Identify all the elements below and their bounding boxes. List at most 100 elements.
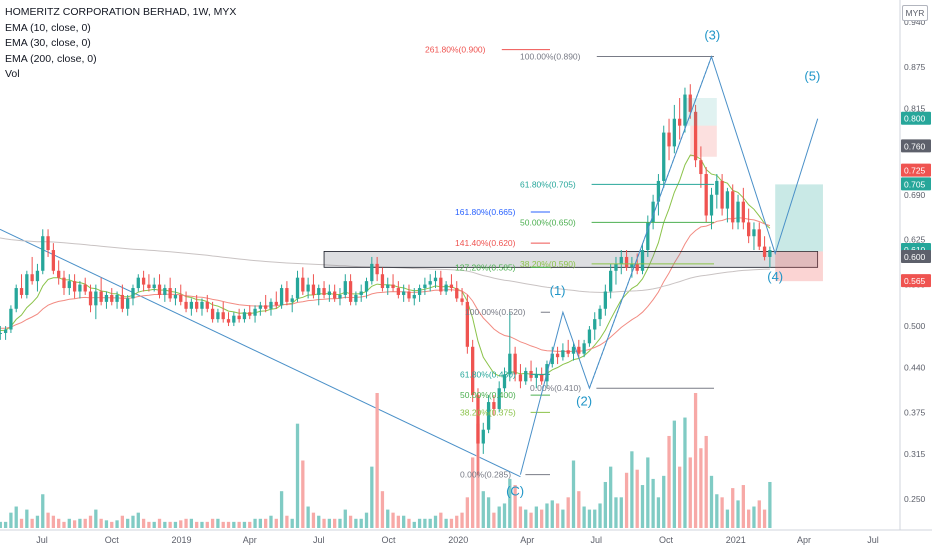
candle-body xyxy=(147,284,151,289)
volume-bar xyxy=(518,506,523,528)
candle-body xyxy=(651,201,655,223)
ema200-legend: EMA (200, close, 0) xyxy=(5,52,97,65)
y-tick-label: 0.250 xyxy=(904,494,926,504)
candle-body xyxy=(672,118,676,147)
volume-bar xyxy=(672,420,676,528)
wave-label: (C) xyxy=(506,483,524,498)
volume-bar xyxy=(486,497,491,528)
candle-body xyxy=(497,388,501,409)
candle-body xyxy=(30,274,34,282)
candle-body xyxy=(449,284,454,289)
volume-bar xyxy=(678,466,682,528)
target-zone xyxy=(775,184,823,252)
volume-bar xyxy=(386,509,390,528)
candle-body xyxy=(656,180,661,202)
volume-bar xyxy=(3,521,8,528)
volume-bar xyxy=(736,500,740,528)
candle-body xyxy=(333,291,337,299)
candle-body xyxy=(216,312,220,320)
price-tag xyxy=(901,274,931,288)
volume-bar xyxy=(317,515,321,528)
candle-body xyxy=(35,270,40,282)
y-tick-label: 0.690 xyxy=(904,190,926,200)
price-tag-label: 0.565 xyxy=(904,276,926,286)
volume-bar xyxy=(619,497,623,528)
candle-body xyxy=(471,346,475,396)
candle-body xyxy=(179,294,183,302)
volume-bar xyxy=(540,509,544,528)
fib-level-label: 0.00%(0.285) xyxy=(460,470,511,480)
candle-body xyxy=(513,353,517,375)
candle-body xyxy=(279,288,284,306)
price-tag xyxy=(901,177,931,191)
volume-bar xyxy=(635,469,639,528)
candle-body xyxy=(678,118,682,126)
volume-bar xyxy=(333,518,337,528)
candle-body xyxy=(518,374,523,382)
y-tick-label: 0.375 xyxy=(904,407,926,417)
top-zone xyxy=(684,98,717,126)
candle-body xyxy=(0,332,2,334)
candle-body xyxy=(120,294,125,309)
candle-body xyxy=(264,305,268,309)
candle-body xyxy=(14,288,18,309)
ema-line xyxy=(0,154,771,377)
candle-body xyxy=(72,281,77,292)
y-tick-label: 0.500 xyxy=(904,321,926,331)
volume-bar xyxy=(279,491,284,528)
candle-body xyxy=(327,291,332,295)
volume-bar xyxy=(99,518,103,528)
support-zone xyxy=(323,251,819,268)
fib-level-label: 100.00%(0.890) xyxy=(520,52,581,62)
candle-body xyxy=(709,194,714,216)
volume-bar xyxy=(205,521,209,528)
volume-bar xyxy=(662,475,666,528)
volume-bar xyxy=(78,518,82,528)
volume-bar xyxy=(476,423,480,528)
volume-bar xyxy=(35,515,40,528)
volume-bar xyxy=(264,518,268,528)
candle-body xyxy=(364,281,369,292)
volume-bar xyxy=(624,472,629,528)
volume-bar xyxy=(656,497,661,528)
candle-body xyxy=(762,246,767,257)
candle-body xyxy=(237,315,241,320)
volume-bar xyxy=(157,518,162,528)
y-tick-label: 0.940 xyxy=(904,17,926,27)
volume-bar xyxy=(295,423,300,528)
candle-body xyxy=(386,284,390,289)
volume-bar xyxy=(545,503,549,528)
x-tick-label: 2020 xyxy=(448,535,468,545)
volume-bar xyxy=(94,509,98,528)
volume-bar xyxy=(375,393,379,528)
currency-button[interactable]: MYR xyxy=(902,5,928,21)
volume-bar xyxy=(741,485,745,528)
volume-bar xyxy=(221,521,225,528)
volume-bar xyxy=(720,497,724,528)
volume-bar xyxy=(210,518,215,528)
volume-bar xyxy=(343,509,347,528)
candle-body xyxy=(370,263,374,282)
candle-body xyxy=(94,291,98,306)
candle-body xyxy=(624,256,629,268)
candle-body xyxy=(444,284,448,292)
volume-bar xyxy=(200,521,204,528)
price-tag xyxy=(901,139,931,153)
candles xyxy=(0,84,772,475)
volume-bar xyxy=(14,506,18,528)
candle-body xyxy=(62,277,66,289)
candle-body xyxy=(173,294,178,299)
volume-bar xyxy=(603,481,607,528)
candle-body xyxy=(136,277,140,289)
candle-body xyxy=(486,402,491,430)
fib-level-label: 161.80%(0.665) xyxy=(455,207,516,217)
volume-bar xyxy=(609,466,613,528)
price-tag-label: 0.725 xyxy=(904,166,926,176)
wave-label: (2) xyxy=(576,394,592,409)
price-tag xyxy=(901,111,931,125)
candle-body xyxy=(311,284,316,295)
candle-body xyxy=(630,263,634,268)
volume-bar xyxy=(725,509,730,528)
